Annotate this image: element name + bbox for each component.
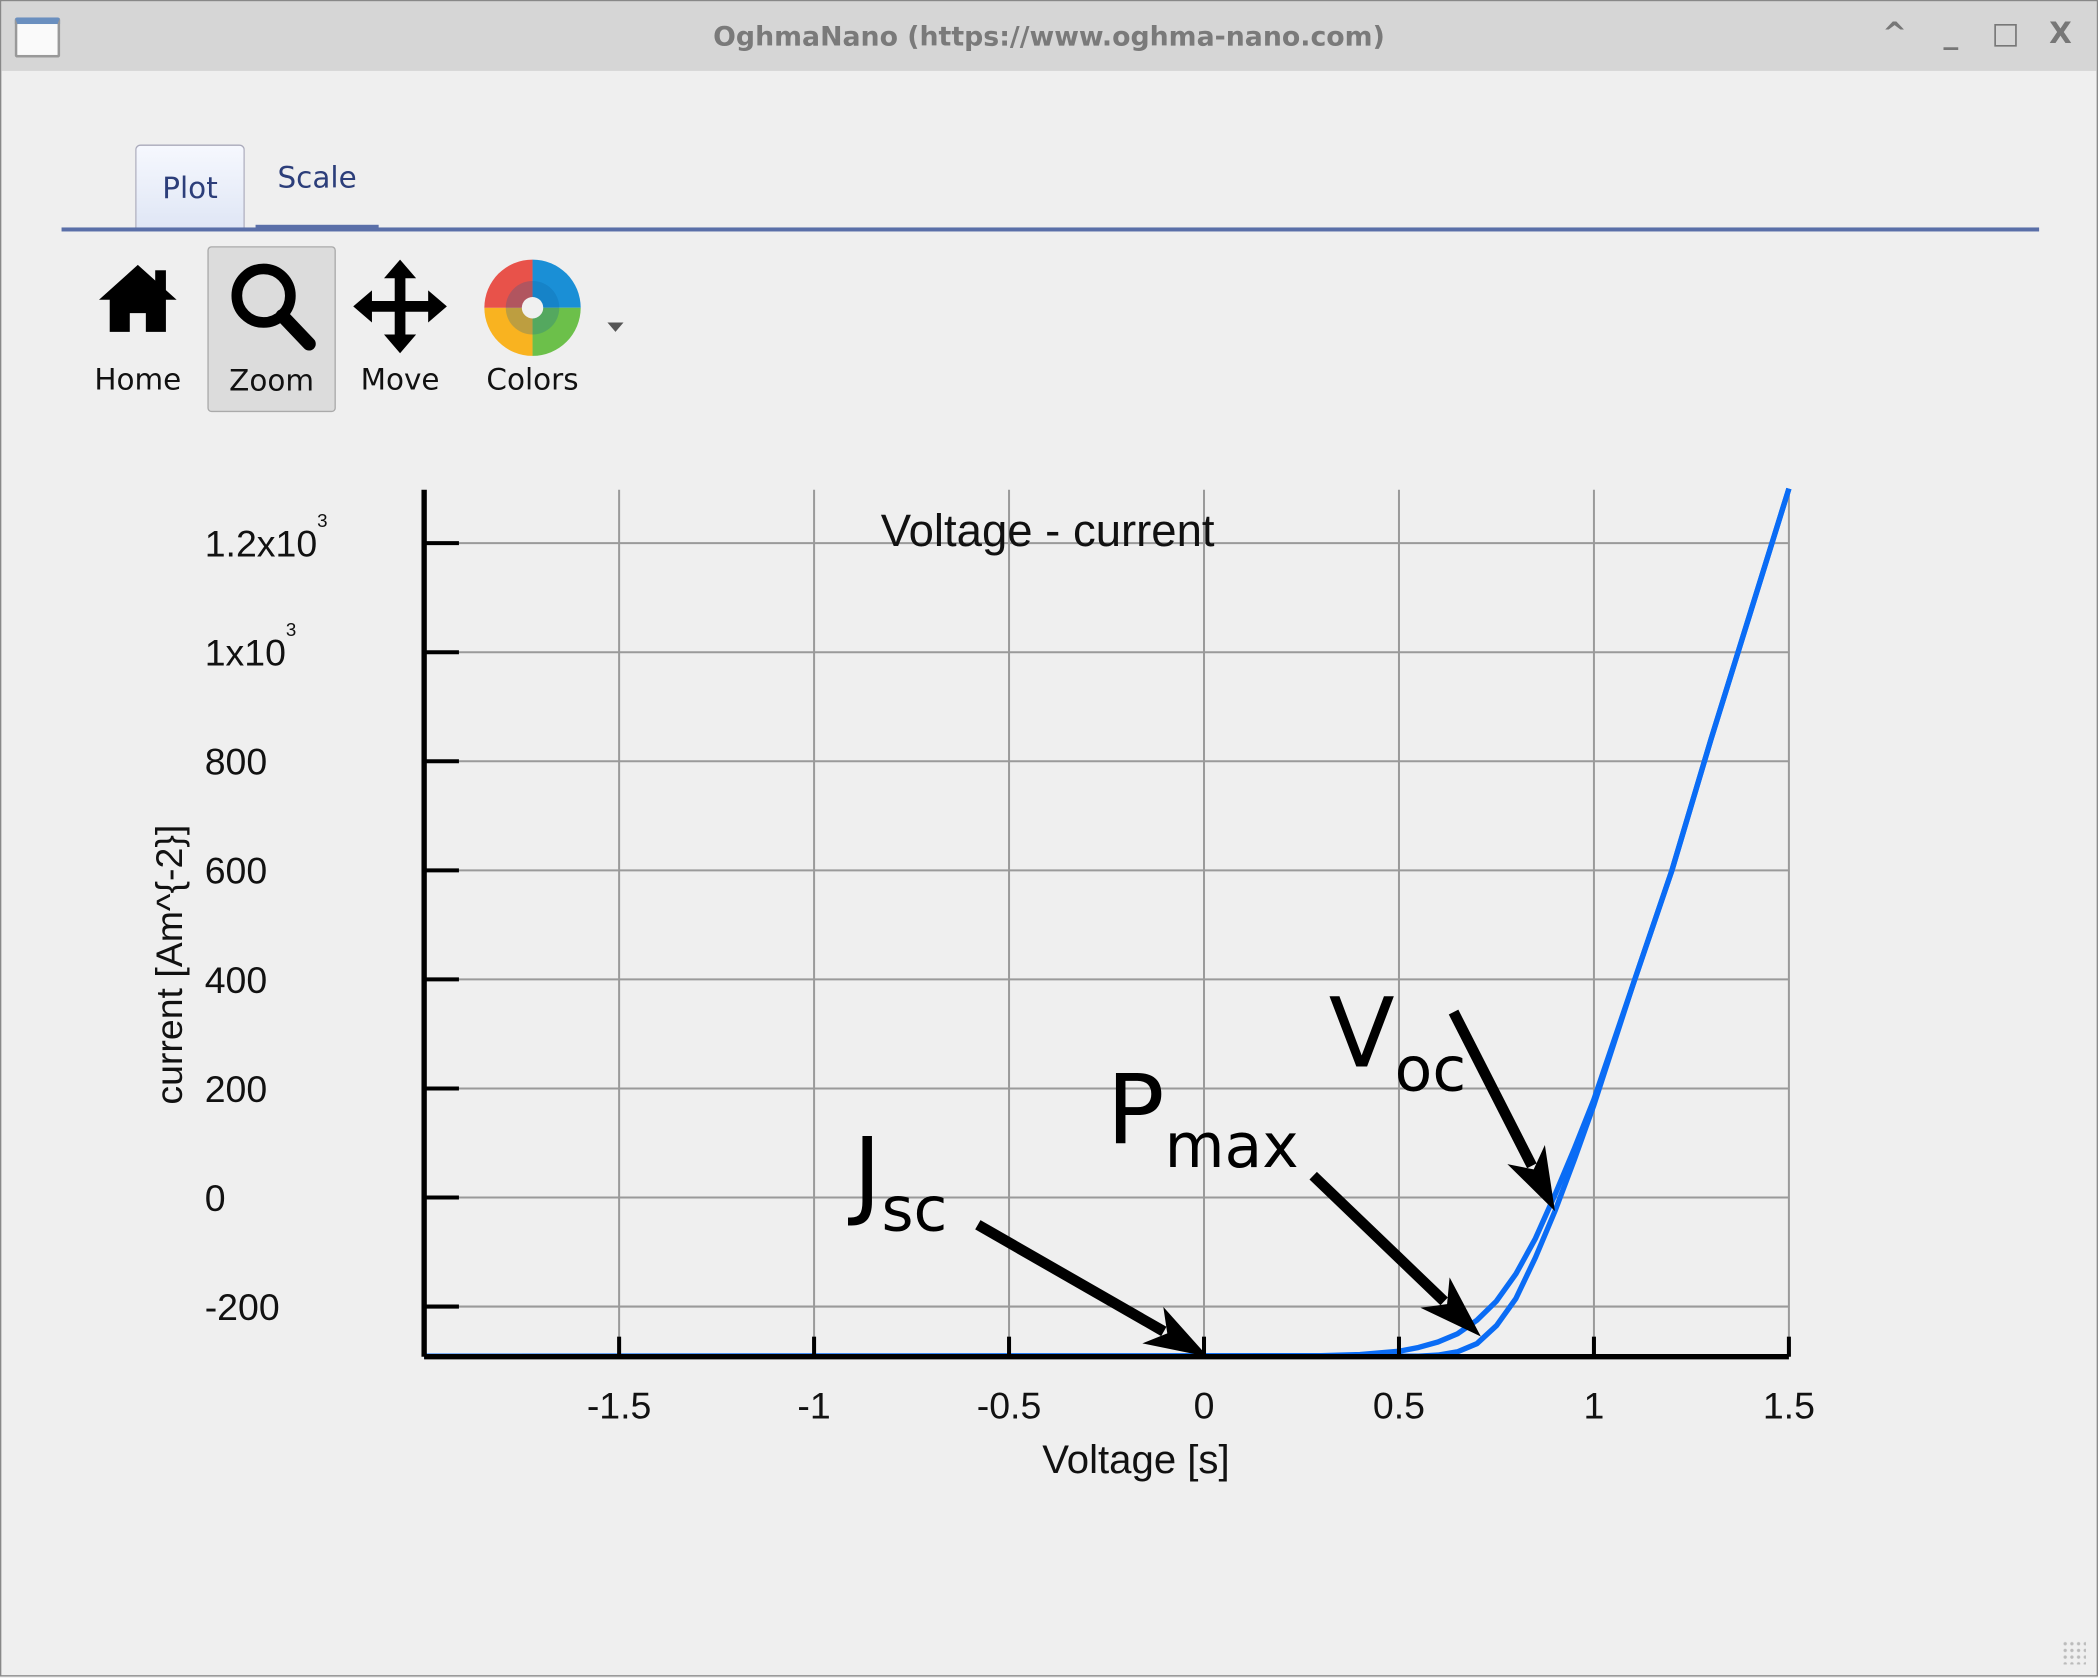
annotation-arrow-sc <box>975 1220 1167 1337</box>
y-tick-label: 400 <box>205 959 268 1001</box>
home-button[interactable]: Home <box>74 246 202 412</box>
colors-button[interactable]: Colors <box>468 246 596 412</box>
color-wheel-icon <box>484 259 581 356</box>
annotation-arrowhead-oc <box>1507 1144 1555 1212</box>
close-button[interactable]: X <box>2049 17 2072 51</box>
x-axis-label: Voltage [s] <box>1042 1437 1229 1482</box>
shade-button[interactable]: ^ <box>1882 17 1907 51</box>
colors-label: Colors <box>486 363 579 398</box>
minimize-button[interactable]: _ <box>1943 17 1959 51</box>
y-tick-label: 1.2x103 <box>205 510 328 564</box>
x-tick-label: -1.5 <box>587 1384 652 1426</box>
y-tick-label: -200 <box>205 1286 280 1328</box>
tab-plot[interactable]: Plot <box>135 144 245 229</box>
y-tick-exponent: 3 <box>317 510 327 531</box>
app-icon[interactable] <box>14 17 61 58</box>
annotation-arrow-max <box>1309 1171 1448 1306</box>
move-button[interactable]: Move <box>336 246 464 412</box>
annotation-subscript: oc <box>1395 1034 1466 1106</box>
iv-curve-1 <box>424 487 1792 1359</box>
colors-dropdown-arrow-icon[interactable] <box>607 322 624 332</box>
y-tick-exponent: 3 <box>286 619 296 640</box>
move-icon <box>353 259 447 354</box>
y-tick-label: 1x103 <box>205 619 297 673</box>
y-tick-label: 0 <box>205 1177 226 1219</box>
annotation-subscript: max <box>1165 1110 1299 1182</box>
annotation-label-oc: Voc <box>1329 978 1466 1106</box>
x-tick-label: -0.5 <box>977 1384 1042 1426</box>
annotation-arrowhead-max <box>1420 1277 1481 1337</box>
zoom-label: Zoom <box>229 365 315 399</box>
annotation-arrowhead-sc <box>1142 1306 1208 1357</box>
y-tick-label: 800 <box>205 741 268 783</box>
tab-divider <box>61 227 2040 232</box>
x-tick-label: 1 <box>1584 1384 1605 1426</box>
tab-scale[interactable]: Scale <box>255 162 379 229</box>
x-tick-label: 1.5 <box>1763 1384 1815 1426</box>
home-icon <box>99 264 177 332</box>
annotation-label-sc: Jsc <box>848 1117 947 1245</box>
x-tick-label: 0.5 <box>1373 1384 1425 1426</box>
y-tick-label: 200 <box>205 1068 268 1110</box>
annotation-subscript: sc <box>881 1173 947 1245</box>
zoom-icon <box>231 263 316 351</box>
home-label: Home <box>94 363 182 398</box>
move-label: Move <box>360 363 440 398</box>
maximize-button[interactable]: □ <box>1991 17 2020 51</box>
resize-grip[interactable] <box>2061 1640 2086 1665</box>
annotation-arrow-oc <box>1448 1009 1537 1169</box>
y-tick-label: 600 <box>205 850 268 892</box>
title-bar: OghmaNano (https://www.oghma-nano.com) ^… <box>1 1 2097 71</box>
x-tick-label: -1 <box>797 1384 830 1426</box>
x-tick-label: 0 <box>1194 1384 1215 1426</box>
annotation-label-max: Pmax <box>1107 1054 1299 1182</box>
y-axis-label: current [Am^{-2}] <box>148 825 190 1105</box>
iv-curve-2 <box>424 487 1792 1359</box>
chart-title: Voltage - current <box>881 505 1215 556</box>
zoom-button[interactable]: Zoom <box>207 246 336 413</box>
window-title: OghmaNano (https://www.oghma-nano.com) <box>713 20 1385 53</box>
